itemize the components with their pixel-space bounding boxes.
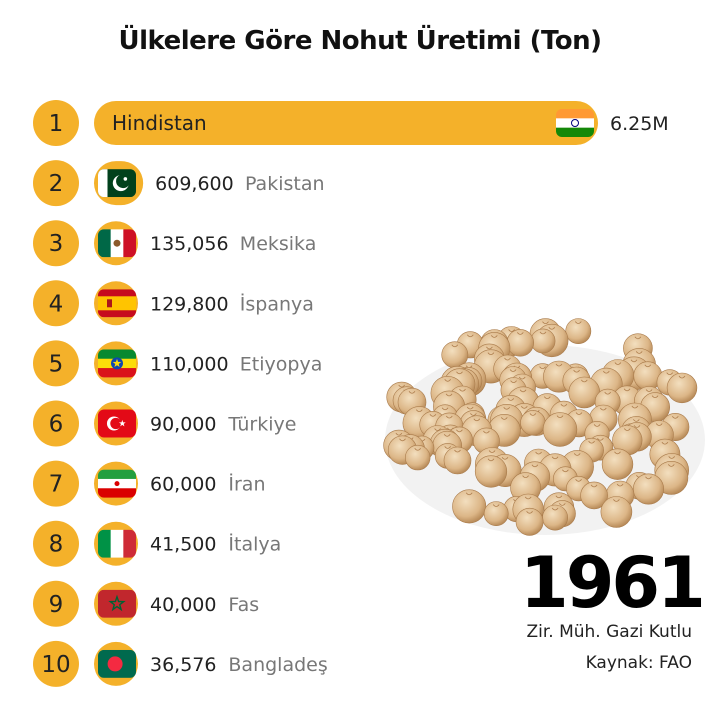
chart-row: 4 129,800 İspanya — [33, 280, 314, 327]
turkey-flag — [98, 409, 136, 438]
value-label: 90,000 — [150, 414, 216, 436]
rank-badge — [33, 640, 79, 687]
chart-row: 5 110,000 Etiyopya — [33, 340, 323, 387]
country-label: İtalya — [228, 533, 281, 556]
chart-row: 7 60,000 İran — [33, 460, 266, 507]
chart-row: 3 135,056 Meksika — [33, 220, 317, 267]
morocco-flag — [98, 589, 136, 618]
year-label: 1961 — [520, 542, 706, 624]
value-label: 6.25M — [610, 113, 669, 135]
author-credit: Zir. Müh. Gazi Kutlu — [526, 622, 692, 642]
chickpeas-image — [383, 318, 705, 536]
rank-number: 2 — [49, 171, 64, 197]
country-label: İspanya — [240, 292, 314, 315]
rank-badge — [33, 280, 79, 327]
source-credit: Kaynak: FAO — [585, 653, 692, 673]
rank-badge — [33, 100, 79, 146]
country-label: Türkiye — [227, 414, 296, 436]
rank-badge — [33, 580, 79, 627]
country-label: Etiyopya — [240, 353, 323, 375]
rank-number: 1 — [49, 111, 64, 137]
rank-badge — [33, 340, 79, 387]
rank-number: 10 — [41, 652, 70, 678]
value-label: 135,056 — [150, 233, 229, 255]
country-label: Meksika — [240, 233, 317, 255]
india-flag — [556, 109, 594, 137]
rank-badge — [33, 160, 79, 207]
rank-number: 7 — [49, 472, 64, 498]
rank-badge — [33, 220, 79, 267]
country-label: Hindistan — [112, 111, 207, 135]
rank-badge — [33, 460, 79, 507]
rank-badge — [33, 520, 79, 567]
chart-row: 1 Hindistan 6.25M — [33, 100, 669, 146]
rank-number: 8 — [49, 532, 64, 558]
spain-flag — [98, 289, 136, 318]
rank-number: 3 — [49, 231, 64, 257]
value-label: 110,000 — [150, 353, 229, 375]
ethiopia-flag — [98, 349, 136, 378]
rank-number: 5 — [49, 351, 64, 377]
rank-badge — [33, 400, 79, 447]
chart-row: 8 41,500 İtalya — [33, 520, 281, 567]
italy-flag — [98, 529, 136, 558]
pakistan-flag — [98, 169, 136, 198]
value-label: 129,800 — [150, 293, 229, 315]
value-label: 41,500 — [150, 534, 216, 556]
chart-row: 6 90,000 Türkiye — [33, 400, 296, 447]
chart-row: 9 40,000 Fas — [33, 580, 259, 627]
country-label: Pakistan — [245, 173, 325, 195]
value-label: 36,576 — [150, 654, 216, 676]
country-label: Bangladeş — [228, 654, 327, 676]
value-label: 40,000 — [150, 594, 216, 616]
iran-flag — [98, 469, 136, 498]
bangladesh-flag — [98, 649, 136, 678]
country-label: İran — [228, 473, 265, 496]
mexico-flag — [98, 229, 136, 258]
rank-number: 4 — [49, 291, 64, 317]
chart-row: 10 36,576 Bangladeş — [33, 640, 328, 687]
rank-number: 6 — [49, 412, 64, 438]
bar — [94, 101, 598, 145]
chart-row: 2 609,600 Pakistan — [33, 160, 325, 207]
country-label: Fas — [228, 594, 259, 616]
value-label: 60,000 — [150, 474, 216, 496]
value-label: 609,600 — [155, 173, 234, 195]
page-title: Ülkelere Göre Nohut Üretimi (Ton) — [118, 26, 602, 56]
rank-number: 9 — [49, 592, 64, 618]
